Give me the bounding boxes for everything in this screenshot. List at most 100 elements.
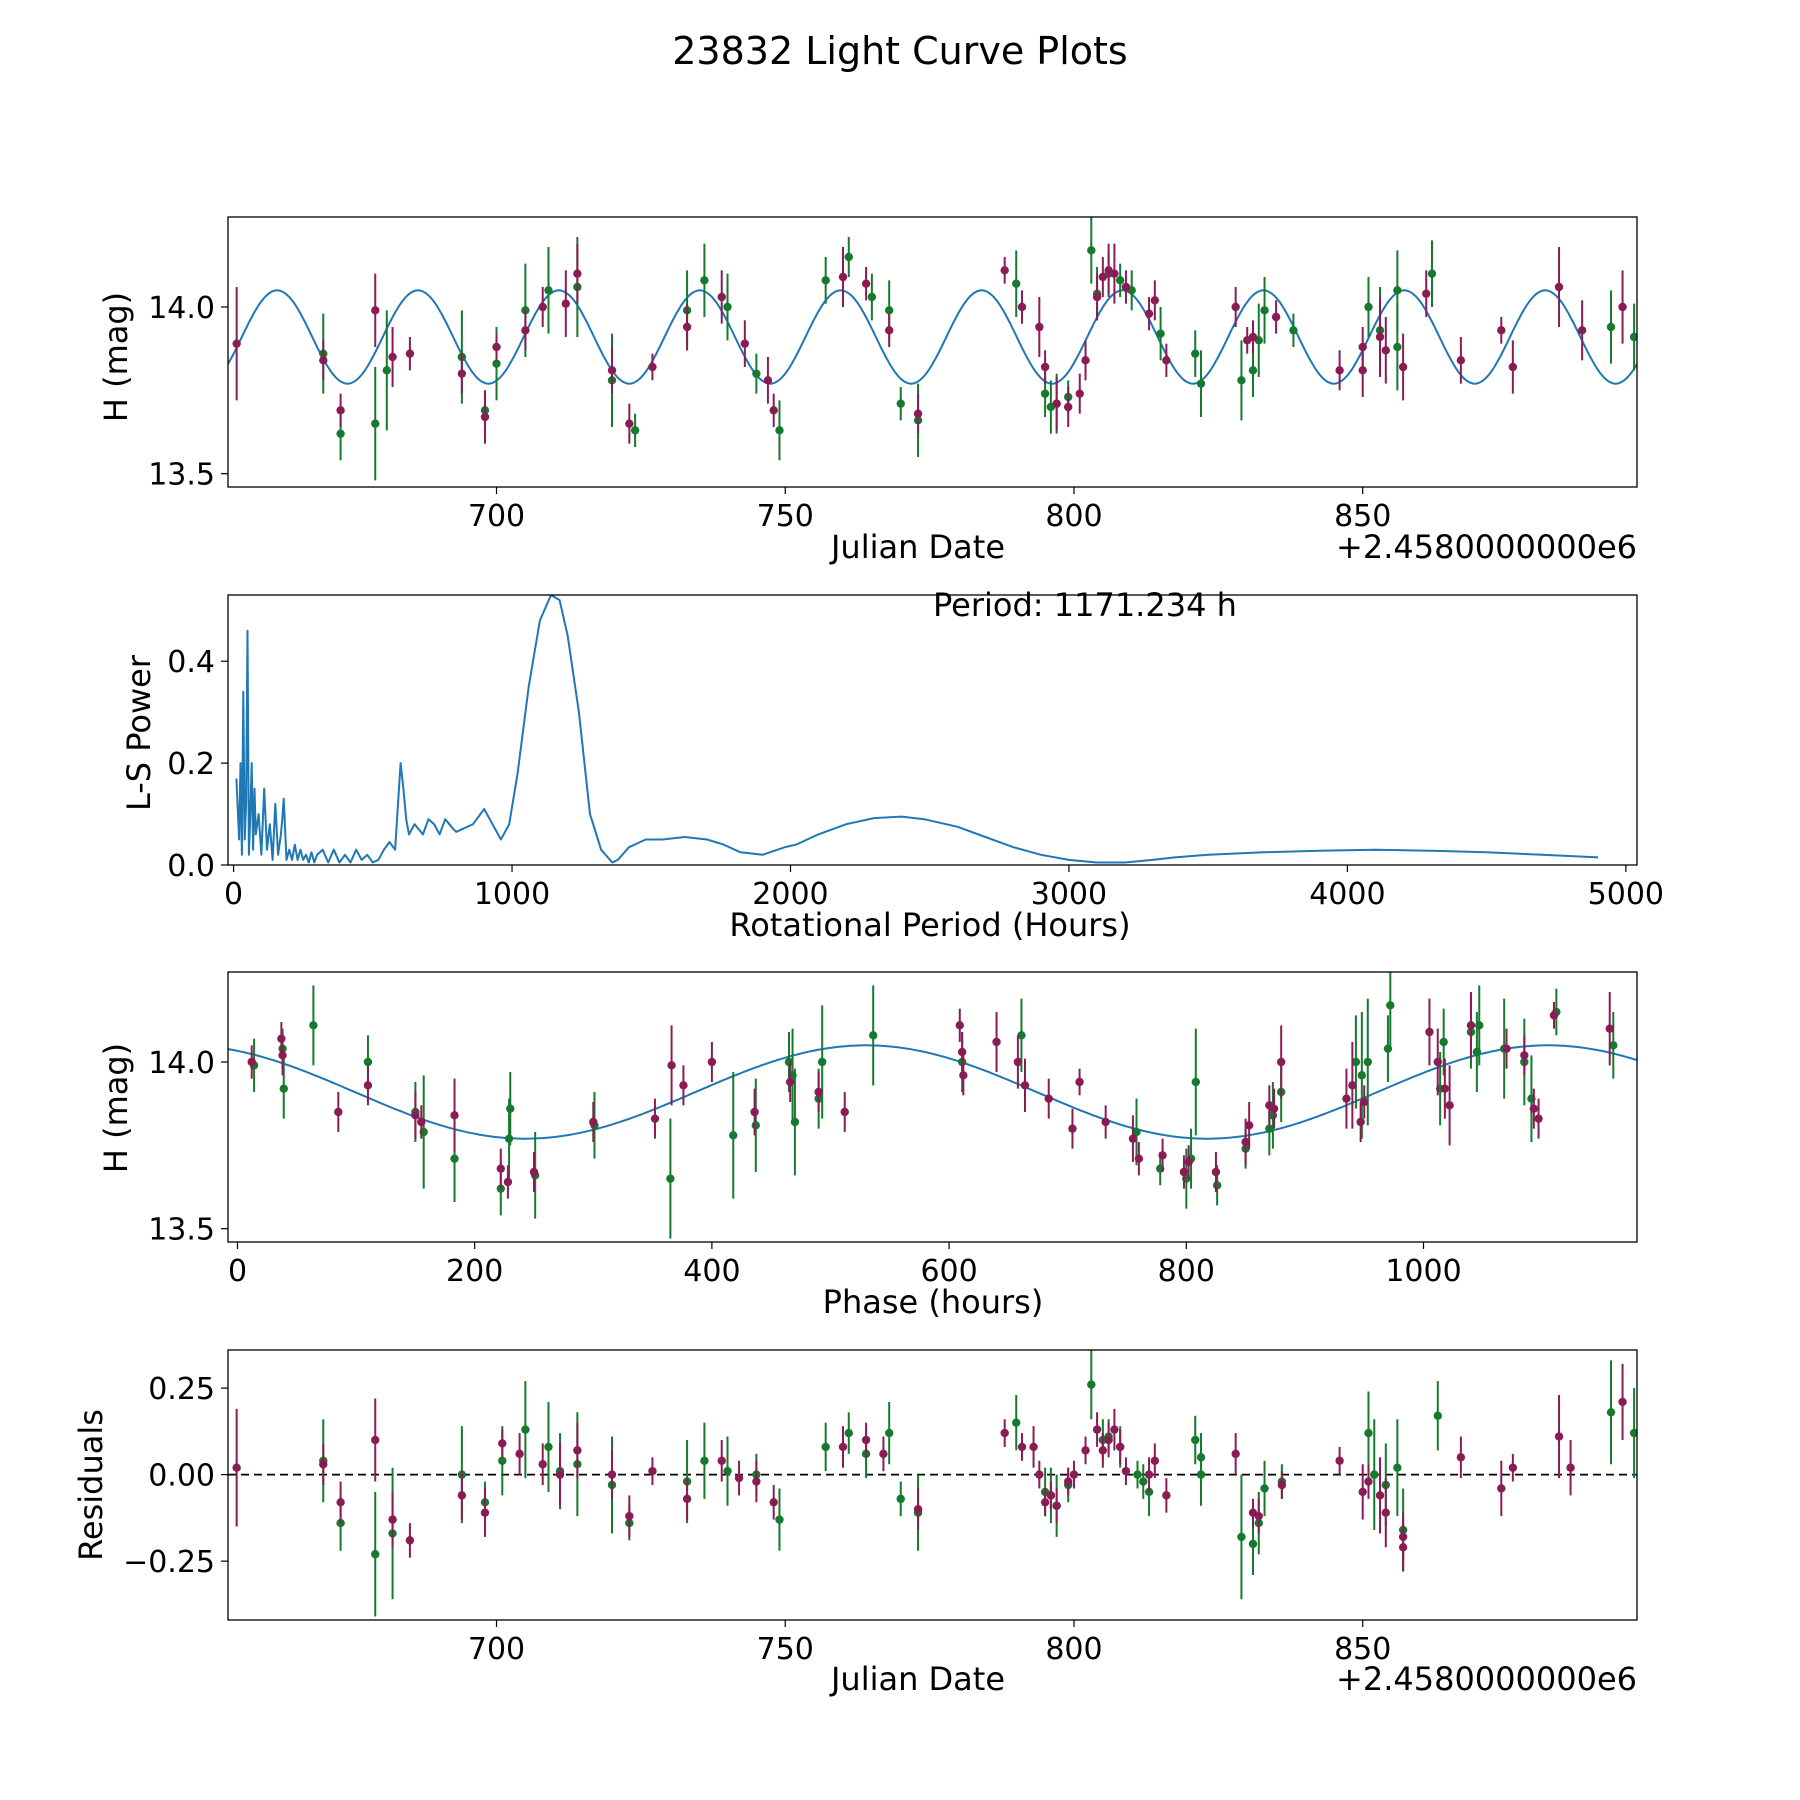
residuals-point bbox=[879, 1449, 888, 1459]
residuals-point bbox=[1335, 1456, 1344, 1465]
lightcurve-point bbox=[1508, 362, 1518, 372]
lightcurve-point bbox=[1554, 282, 1564, 292]
lightcurve-point bbox=[1577, 326, 1587, 335]
lightcurve-point bbox=[861, 279, 871, 288]
phase-point bbox=[1044, 1094, 1053, 1103]
lightcurve-point bbox=[1248, 366, 1258, 375]
residuals-point bbox=[1433, 1411, 1442, 1420]
residuals-point bbox=[1237, 1532, 1246, 1542]
residuals-point bbox=[769, 1498, 778, 1507]
phase-point bbox=[1212, 1181, 1222, 1190]
phase-point bbox=[1357, 1071, 1367, 1080]
lightcurve-point bbox=[1497, 326, 1506, 335]
lightcurve-point bbox=[1248, 332, 1258, 342]
residuals-point bbox=[1606, 1408, 1616, 1417]
phase-point bbox=[1520, 1051, 1529, 1060]
phase-point bbox=[450, 1111, 459, 1120]
phase-point bbox=[1191, 1077, 1200, 1087]
residuals-point bbox=[1554, 1432, 1564, 1441]
lightcurve-point bbox=[913, 409, 923, 418]
residuals-offset-label: +2.4580000000e6 bbox=[1336, 1660, 1637, 1698]
phase-point bbox=[1184, 1157, 1193, 1167]
residuals-ytick-label: −0.25 bbox=[123, 1545, 215, 1580]
phase-point bbox=[1439, 1037, 1448, 1047]
phase-point bbox=[363, 1057, 373, 1067]
phase-point bbox=[1475, 1021, 1484, 1030]
phase-point bbox=[1134, 1154, 1144, 1163]
phase-axes-frame bbox=[227, 971, 1638, 1243]
lightcurve-point bbox=[521, 306, 530, 315]
lightcurve-point bbox=[1618, 302, 1627, 312]
phase-point bbox=[1020, 1081, 1030, 1090]
residuals-point bbox=[1139, 1477, 1148, 1486]
periodogram-ytick-label: 0.0 bbox=[167, 849, 215, 884]
residuals-point bbox=[1012, 1418, 1021, 1427]
lightcurve-point bbox=[1427, 269, 1437, 278]
residuals-point bbox=[1358, 1487, 1367, 1497]
phase-point bbox=[278, 1051, 287, 1060]
lightcurve-point bbox=[1393, 286, 1402, 295]
residuals-point bbox=[573, 1446, 582, 1455]
phase-point bbox=[334, 1107, 343, 1117]
residuals-point bbox=[480, 1508, 490, 1517]
residuals-point bbox=[1248, 1539, 1258, 1549]
phase-xtick-label: 1000 bbox=[1385, 1254, 1461, 1289]
residuals-point bbox=[1508, 1463, 1518, 1472]
lightcurve-point bbox=[319, 356, 328, 365]
residuals-point bbox=[861, 1435, 871, 1445]
phase-point bbox=[1440, 1084, 1450, 1093]
lightcurve-offset-label: +2.4580000000e6 bbox=[1336, 528, 1637, 566]
residuals-point bbox=[1398, 1543, 1408, 1552]
phase-point bbox=[1425, 1027, 1434, 1037]
periodogram-ylabel: L-S Power bbox=[120, 654, 158, 811]
residuals-point bbox=[1375, 1491, 1385, 1500]
lightcurve-point bbox=[1358, 366, 1367, 375]
lightcurve-point bbox=[1156, 329, 1165, 338]
lightcurve-point bbox=[1375, 332, 1385, 342]
phase-point bbox=[751, 1121, 760, 1130]
residuals-point bbox=[515, 1449, 524, 1459]
lightcurve-point bbox=[538, 302, 547, 312]
phase-point bbox=[959, 1071, 968, 1080]
residuals-point bbox=[717, 1456, 726, 1465]
phase-point bbox=[1179, 1167, 1189, 1177]
lightcurve-point bbox=[1000, 266, 1009, 275]
lightcurve-xlabel: Julian Date bbox=[829, 528, 1005, 566]
phase-point bbox=[1549, 1011, 1559, 1020]
phase-point bbox=[529, 1167, 539, 1177]
periodogram-ytick-label: 0.4 bbox=[167, 645, 215, 680]
residuals-point bbox=[1196, 1470, 1206, 1479]
residuals-point bbox=[388, 1515, 397, 1524]
residuals-xtick-label: 700 bbox=[468, 1632, 525, 1667]
phase-point bbox=[679, 1081, 688, 1090]
residuals-point bbox=[1017, 1442, 1027, 1452]
phase-point bbox=[1244, 1121, 1254, 1130]
phase-point bbox=[279, 1084, 288, 1093]
lightcurve-point bbox=[838, 272, 848, 282]
phase-point bbox=[1445, 1101, 1454, 1110]
periodogram-power-line bbox=[235, 595, 1599, 864]
lightcurve-point bbox=[1144, 309, 1154, 318]
phase-point bbox=[1609, 1041, 1618, 1050]
residuals-point bbox=[1456, 1453, 1466, 1462]
lightcurve-point bbox=[763, 376, 773, 385]
lightcurve-point bbox=[723, 302, 732, 312]
phase-point bbox=[1132, 1127, 1141, 1137]
phase-point bbox=[1068, 1124, 1077, 1133]
lightcurve-point bbox=[1237, 376, 1246, 385]
residuals-point bbox=[752, 1477, 761, 1486]
phase-point bbox=[1075, 1077, 1084, 1087]
phase-xtick-label: 200 bbox=[446, 1254, 503, 1289]
lightcurve-point bbox=[388, 352, 397, 362]
lightcurve-point bbox=[544, 286, 553, 295]
lightcurve-point bbox=[740, 339, 750, 348]
residuals-point bbox=[913, 1505, 923, 1514]
lightcurve-point bbox=[867, 292, 877, 302]
lightcurve-point bbox=[371, 419, 380, 428]
lightcurve-point bbox=[573, 269, 582, 278]
phase-point bbox=[1013, 1057, 1023, 1067]
residuals-point bbox=[734, 1473, 744, 1483]
residuals-point bbox=[371, 1435, 380, 1445]
periodogram-xtick-label: 1000 bbox=[474, 877, 550, 912]
